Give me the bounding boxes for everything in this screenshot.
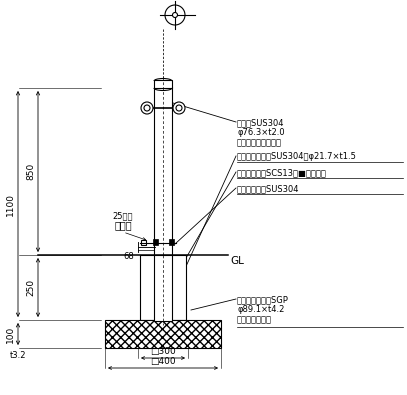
Text: 南京鎖: 南京鎖 [114, 220, 132, 230]
Text: GL: GL [230, 256, 244, 266]
Text: カギボルト　SUS304: カギボルト SUS304 [237, 184, 300, 193]
Circle shape [144, 105, 150, 111]
Bar [141, 240, 146, 245]
Text: フタ付ケース　SGP: フタ付ケース SGP [237, 295, 289, 304]
Text: ケースフタ　SCS13　■電解研磨: ケースフタ SCS13 ■電解研磨 [237, 168, 327, 177]
Circle shape [173, 13, 177, 17]
Text: ヘアーライン仕上げ: ヘアーライン仕上げ [237, 138, 282, 147]
Text: φ76.3×t2.0: φ76.3×t2.0 [237, 128, 284, 137]
Text: 溶融亜邉メッキ: 溶融亜邉メッキ [237, 315, 272, 324]
Bar [154, 80, 172, 88]
Text: 1100: 1100 [6, 192, 15, 216]
Bar [105, 320, 221, 348]
Bar [153, 239, 158, 245]
Text: 支柱　SUS304: 支柱 SUS304 [237, 118, 284, 127]
Circle shape [176, 105, 182, 111]
Text: □400: □400 [150, 357, 176, 366]
Text: □300: □300 [150, 347, 176, 356]
Text: t3.2: t3.2 [10, 351, 26, 360]
Circle shape [141, 102, 153, 114]
Text: 250: 250 [26, 279, 35, 296]
Text: 68: 68 [123, 252, 134, 261]
Circle shape [173, 102, 185, 114]
Bar [154, 87, 172, 255]
Circle shape [165, 5, 185, 25]
Bar [169, 239, 174, 245]
Text: 25ミリ: 25ミリ [113, 211, 133, 220]
Text: 850: 850 [26, 163, 35, 180]
Bar [140, 255, 186, 320]
Bar [141, 256, 154, 319]
Text: ガイドパイプ　SUS304　φ21.7×t1.5: ガイドパイプ SUS304 φ21.7×t1.5 [237, 152, 357, 161]
Text: 100: 100 [6, 325, 15, 342]
Bar [154, 255, 172, 321]
Text: φ89.1×t4.2: φ89.1×t4.2 [237, 305, 284, 314]
Bar [172, 256, 185, 319]
